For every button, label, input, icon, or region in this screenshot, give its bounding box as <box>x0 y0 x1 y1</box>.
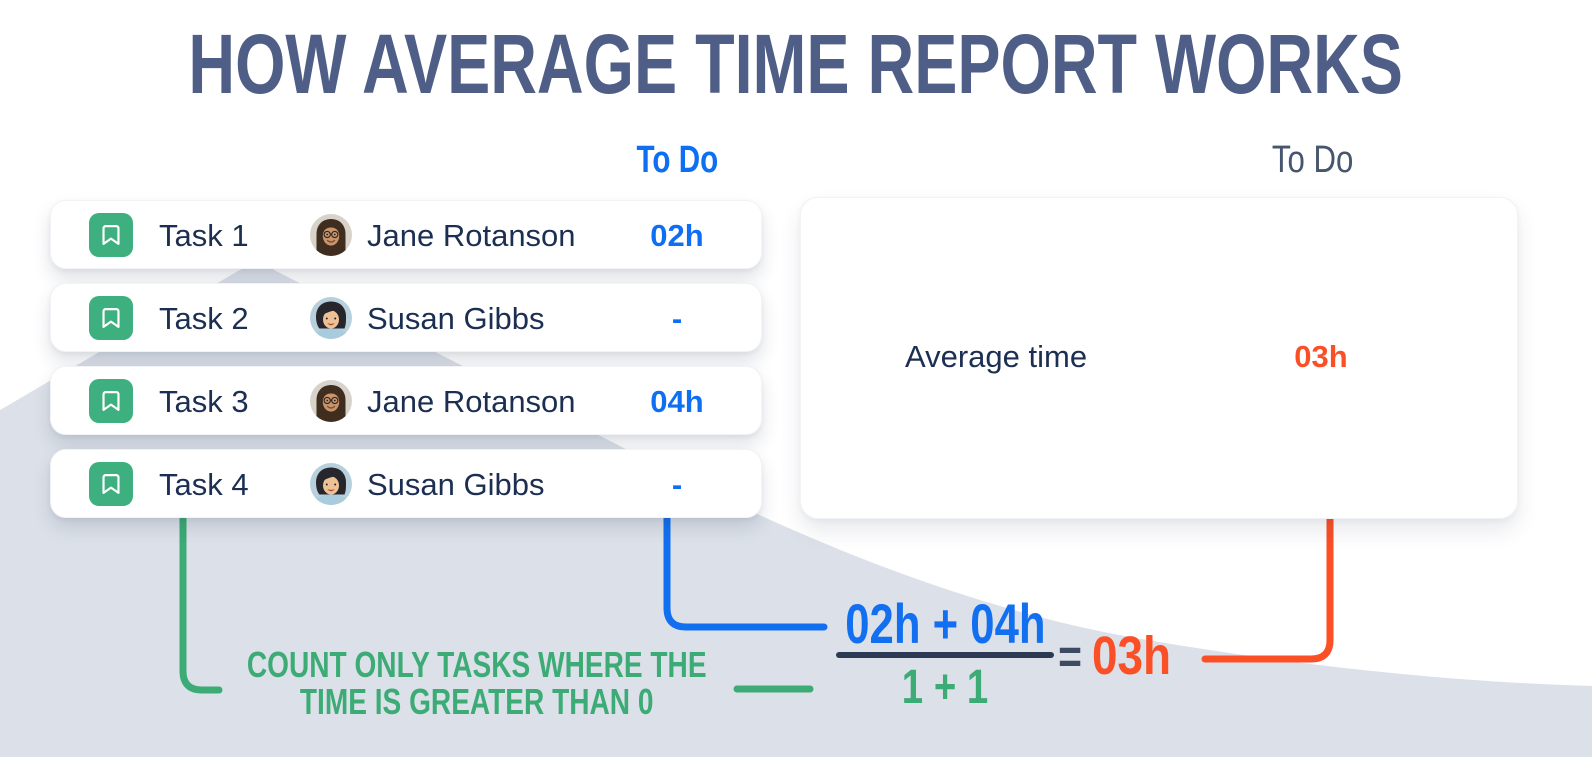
bookmark-icon <box>89 379 133 423</box>
average-time-value: 03h <box>1294 339 1348 374</box>
annotation-line-1: COUNT ONLY TASKS WHERE THE <box>247 644 707 685</box>
jane-avatar <box>310 380 352 422</box>
orange-elbow-line <box>1201 511 1334 663</box>
formula-numerator: 02h + 04h <box>844 592 1046 655</box>
assignee-name: Susan Gibbs <box>367 467 545 502</box>
annotation-line-2: TIME IS GREATER THAN 0 <box>300 681 654 722</box>
task-label: Task 4 <box>159 467 249 502</box>
average-time-label: Average time <box>905 339 1088 374</box>
jane-avatar <box>310 214 352 256</box>
todo-column-header-left: To Do <box>636 139 718 181</box>
bookmark-icon <box>89 462 133 506</box>
assignee-name: Jane Rotanson <box>367 218 576 253</box>
task-label: Task 2 <box>159 301 249 336</box>
task-label: Task 1 <box>159 218 249 253</box>
average-time-card: Average time 03h <box>800 197 1518 519</box>
bookmark-icon <box>89 213 133 257</box>
task-time-value: 02h <box>650 218 704 253</box>
blue-elbow-line <box>663 508 828 631</box>
task-time-value: - <box>671 301 683 336</box>
todo-column-header-right: To Do <box>1272 139 1354 181</box>
task-row: Task 2 Susan Gibbs - <box>50 283 762 352</box>
task-time-value: 04h <box>650 384 704 419</box>
count-rule-annotation: COUNT ONLY TASKS WHERE THE TIME IS GREAT… <box>177 646 777 720</box>
task-row: Task 4 Susan Gibbs - <box>50 449 762 518</box>
page-title: HOW AVERAGE TIME REPORT WORKS <box>188 17 1404 111</box>
task-time-value: - <box>671 467 683 502</box>
task-label: Task 3 <box>159 384 249 419</box>
green-bracket-line <box>179 508 223 694</box>
susan-avatar <box>310 463 352 505</box>
bookmark-icon <box>89 296 133 340</box>
susan-avatar <box>310 297 352 339</box>
assignee-name: Jane Rotanson <box>367 384 576 419</box>
formula-denominator: 1 + 1 <box>901 661 989 714</box>
assignee-name: Susan Gibbs <box>367 301 545 336</box>
fraction-bar <box>836 652 1054 658</box>
task-row: Task 1 Jane Rotanson 02h <box>50 200 762 269</box>
formula-equals-sign: = <box>1058 631 1082 684</box>
task-row: Task 3 Jane Rotanson 04h <box>50 366 762 435</box>
formula-result: 03h <box>1092 626 1172 686</box>
